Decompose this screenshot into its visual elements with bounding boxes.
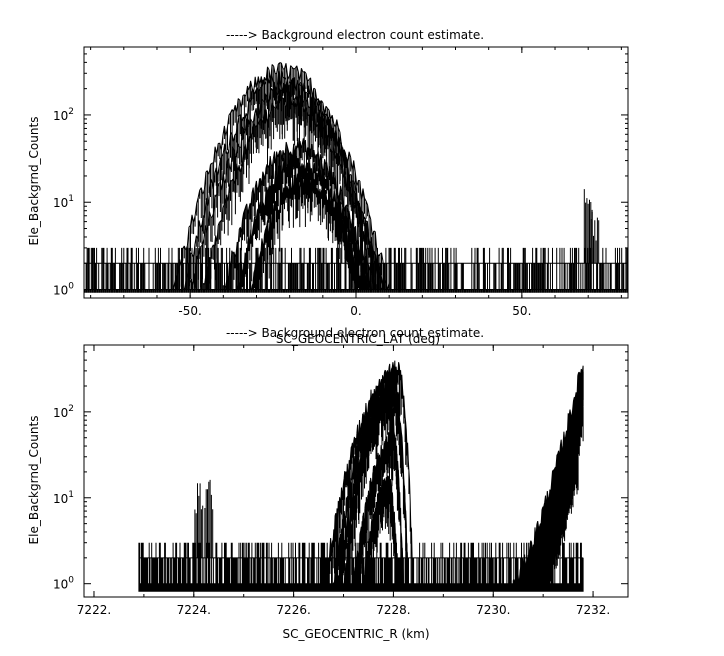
x-tick-label: 7226. bbox=[276, 603, 310, 617]
tick-layer: 7222. 7224. 7226. 7228. 7230. 7232. 100 101 102 bbox=[53, 344, 628, 617]
rise-series-line bbox=[512, 365, 584, 584]
series-line bbox=[249, 172, 363, 290]
y-tick-label: 102 bbox=[53, 404, 74, 420]
series-line bbox=[353, 429, 404, 584]
rise-series-line bbox=[532, 449, 579, 585]
spike bbox=[583, 189, 593, 264]
x-axis-label: SC_GEOCENTRIC_LAT (deg) bbox=[276, 332, 440, 346]
chart-title: -----> Background electron count estimat… bbox=[226, 326, 484, 340]
tick-layer: -50. 0. 50. 100 101 102 bbox=[53, 46, 628, 318]
series-line bbox=[363, 475, 399, 585]
baseline-noise bbox=[83, 247, 629, 293]
y-tick-label: 100 bbox=[53, 282, 74, 298]
spike bbox=[204, 479, 214, 558]
panel-radius: -----> Background electron count estimat… bbox=[27, 326, 629, 641]
spike bbox=[194, 483, 204, 558]
y-tick-label: 100 bbox=[53, 576, 74, 592]
y-tick-label: 101 bbox=[53, 194, 74, 210]
x-tick-label: 7222. bbox=[77, 603, 111, 617]
plot-frame bbox=[83, 344, 629, 598]
y-axis-label: Ele_Backgrnd_Counts bbox=[27, 117, 41, 246]
y-tick-label: 102 bbox=[53, 107, 74, 123]
spike bbox=[590, 212, 600, 264]
x-tick-label: 0. bbox=[350, 304, 361, 318]
data-layer bbox=[83, 62, 629, 293]
x-tick-label: -50. bbox=[178, 304, 201, 318]
x-axis-label: SC_GEOCENTRIC_R (km) bbox=[283, 627, 430, 641]
y-tick-label: 101 bbox=[53, 490, 74, 506]
chart-title: -----> Background electron count estimat… bbox=[226, 28, 484, 42]
x-tick-label: 50. bbox=[512, 304, 531, 318]
x-tick-label: 7230. bbox=[476, 603, 510, 617]
x-tick-label: 7228. bbox=[376, 603, 410, 617]
panel-latitude: -----> Background electron count estimat… bbox=[27, 28, 629, 346]
x-tick-label: 7224. bbox=[177, 603, 211, 617]
series-line bbox=[202, 91, 377, 290]
data-layer bbox=[138, 360, 584, 592]
y-axis-label: Ele_Backgrnd_Counts bbox=[27, 416, 41, 545]
x-tick-label: 7232. bbox=[576, 603, 610, 617]
